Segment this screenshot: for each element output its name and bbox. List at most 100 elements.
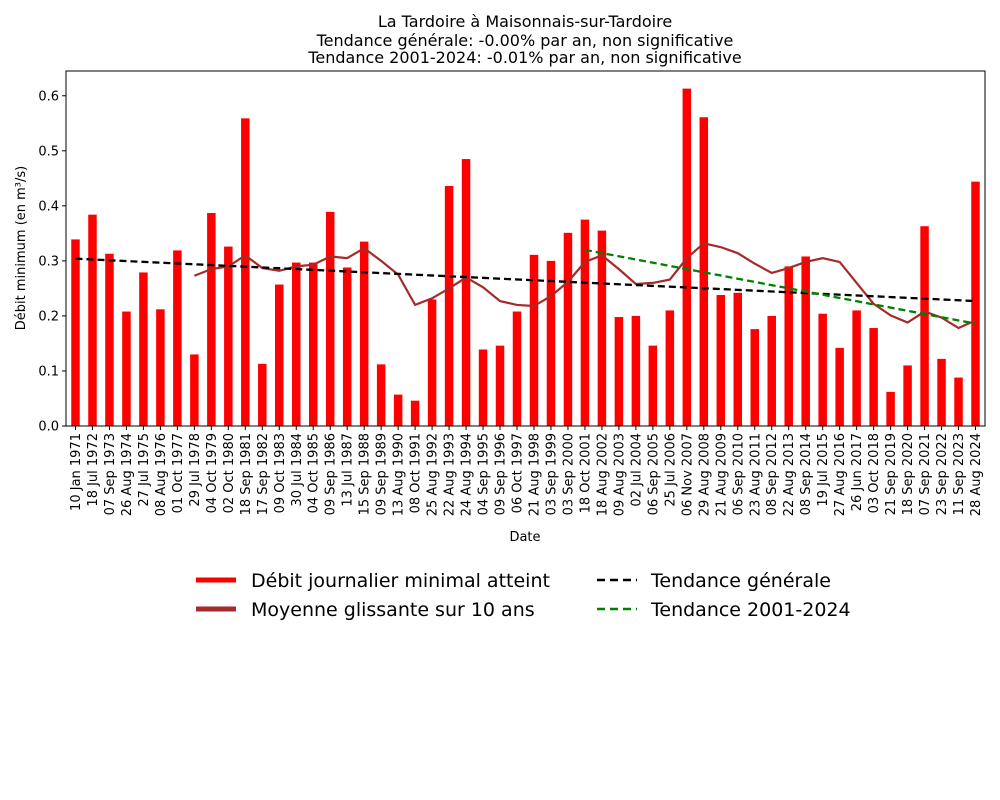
- bar: [275, 284, 284, 426]
- legend-label-general-trend: Tendance générale: [650, 570, 831, 592]
- x-tick-label: 09 Oct 1983: [273, 433, 288, 513]
- x-tick-label: 04 Oct 1985: [307, 433, 322, 513]
- x-tick-label: 01 Oct 1977: [171, 433, 186, 513]
- bar: [614, 317, 624, 426]
- bar: [88, 214, 97, 426]
- x-tick-label: 09 Sep 1996: [494, 433, 509, 515]
- bar: [580, 219, 590, 426]
- x-tick-label: 09 Aug 2003: [612, 433, 627, 516]
- x-tick-label: 04 Oct 1979: [205, 433, 220, 513]
- bar: [733, 292, 743, 426]
- bar: [342, 267, 352, 426]
- bar: [376, 364, 386, 426]
- bar: [784, 266, 793, 426]
- x-tick-label: 25 Jul 2006: [663, 433, 678, 507]
- bar: [105, 253, 114, 426]
- bar: [665, 310, 675, 426]
- bar: [427, 299, 437, 426]
- y-tick-label: 0.0: [38, 420, 59, 435]
- bar: [852, 310, 861, 426]
- x-tick-label: 23 Sep 2022: [935, 433, 950, 515]
- bar: [529, 254, 539, 426]
- bar-series: [71, 88, 980, 427]
- bar: [512, 311, 522, 426]
- bar: [444, 186, 454, 426]
- x-tick-label: 27 Jul 1975: [137, 433, 152, 507]
- bar: [122, 311, 131, 426]
- x-axis-label: Date: [509, 530, 540, 545]
- bar: [546, 260, 556, 426]
- x-tick-label: 07 Sep 1973: [103, 433, 118, 515]
- bar: [173, 250, 182, 426]
- bar: [258, 363, 267, 426]
- x-tick-label: 15 Sep 1988: [358, 433, 373, 515]
- bar: [937, 358, 946, 426]
- bar: [308, 262, 318, 426]
- x-tick-label: 03 Sep 1999: [544, 433, 559, 515]
- x-tick-label: 24 Aug 1994: [460, 433, 475, 516]
- y-tick-label: 0.6: [38, 89, 59, 104]
- x-tick-label: 13 Jul 1987: [341, 433, 356, 507]
- bar: [224, 246, 233, 426]
- x-tick-label: 08 Sep 2014: [799, 433, 814, 515]
- rolling-mean-line: [193, 242, 976, 330]
- y-axis-label: Débit minimum (en m³/s): [14, 166, 29, 330]
- x-tick-label: 08 Sep 2012: [765, 433, 780, 515]
- bar: [359, 241, 369, 426]
- recent-trend-line: [584, 248, 976, 325]
- x-tick-label: 17 Sep 1982: [256, 433, 271, 515]
- title-line-general-trend: Tendance générale: -0.00% par an, non si…: [316, 31, 734, 50]
- legend: Débit journalier minimal atteint Moyenne…: [196, 570, 851, 621]
- bar: [971, 181, 980, 426]
- x-tick-label: 06 Nov 2007: [680, 433, 695, 516]
- x-tick-label: 02 Oct 1980: [222, 433, 237, 513]
- x-tick-label: 03 Sep 2000: [561, 433, 576, 515]
- x-tick-label: 13 Aug 1990: [392, 433, 407, 516]
- x-tick-label: 27 Aug 2016: [833, 433, 848, 516]
- bar: [699, 117, 709, 427]
- x-tick-label: 26 Jun 2017: [850, 433, 865, 511]
- bar: [292, 262, 301, 426]
- x-tick-label: 18 Sep 1981: [239, 433, 254, 515]
- x-tick-label: 03 Oct 2018: [867, 433, 882, 513]
- bar: [835, 347, 844, 426]
- x-tick-label: 30 Jul 1984: [290, 433, 305, 507]
- x-tick-label: 08 Aug 1976: [154, 433, 169, 516]
- x-tick-label: 18 Aug 2002: [595, 433, 610, 516]
- bar: [139, 272, 148, 426]
- bar: [886, 391, 895, 426]
- bar: [393, 394, 403, 426]
- x-tick-label: 21 Aug 2009: [714, 433, 729, 516]
- general-trend-line: [75, 257, 976, 303]
- title-line-station: La Tardoire à Maisonnais-sur-Tardoire: [378, 12, 672, 31]
- title-line-recent-trend: Tendance 2001-2024: -0.01% par an, non s…: [307, 48, 741, 67]
- legend-label-bars: Débit journalier minimal atteint: [251, 570, 550, 592]
- bar: [71, 239, 80, 426]
- bar: [801, 256, 810, 426]
- bar: [207, 213, 216, 426]
- x-tick-label: 18 Sep 2020: [901, 433, 916, 515]
- x-tick-label: 28 Aug 2024: [969, 433, 984, 516]
- plot-frame: [65, 70, 986, 427]
- bar: [156, 309, 165, 426]
- x-tick-label: 09 Sep 1986: [324, 433, 339, 515]
- bar: [631, 315, 641, 426]
- y-tick-label: 0.2: [38, 309, 59, 324]
- bar: [190, 354, 199, 426]
- bar: [410, 400, 420, 426]
- bar: [903, 365, 912, 426]
- chart-title: La Tardoire à Maisonnais-sur-Tardoire Te…: [307, 12, 741, 67]
- bar: [461, 159, 471, 426]
- x-tick-label: 18 Oct 2001: [578, 433, 593, 513]
- x-tick-label: 21 Sep 2019: [884, 433, 899, 515]
- bar: [920, 226, 929, 426]
- y-axis: 0.0 0.1 0.2 0.3 0.4 0.5 0.6: [38, 89, 66, 435]
- x-tick-label: 06 Sep 2010: [731, 433, 746, 515]
- x-tick-label: 06 Oct 1997: [511, 433, 526, 513]
- x-tick-label: 29 Aug 2008: [697, 433, 712, 516]
- y-tick-label: 0.3: [38, 254, 59, 269]
- bar: [648, 345, 658, 426]
- x-tick-label: 22 Aug 2013: [782, 433, 797, 516]
- x-tick-label: 19 Jul 2015: [816, 433, 831, 507]
